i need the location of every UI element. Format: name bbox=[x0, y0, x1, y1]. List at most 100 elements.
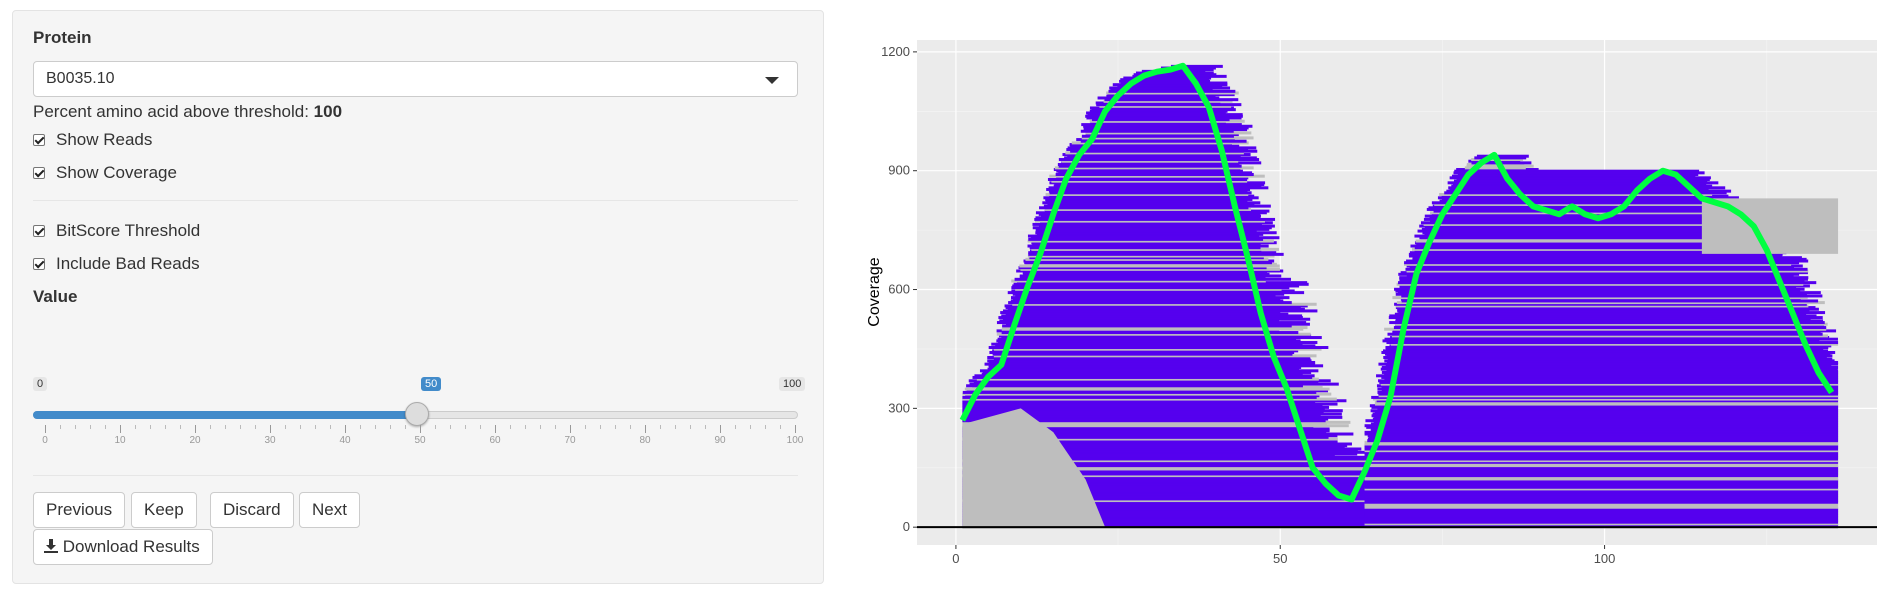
read-bar bbox=[988, 346, 1329, 350]
read-bar bbox=[993, 357, 1311, 361]
read-bar bbox=[1364, 450, 1839, 454]
checkbox-checked-icon[interactable] bbox=[33, 167, 45, 179]
checkbox-checked-icon[interactable] bbox=[33, 134, 45, 146]
read-bar bbox=[1364, 515, 1839, 519]
read-bar bbox=[1035, 229, 1257, 233]
read-bar bbox=[1008, 301, 1292, 305]
read-bar bbox=[1002, 317, 1311, 321]
read-bar bbox=[1412, 256, 1802, 260]
read-bar bbox=[962, 487, 1372, 491]
coverage-line bbox=[959, 62, 1835, 503]
slider-tick-label: 100 bbox=[786, 435, 804, 446]
read-bar bbox=[1001, 331, 1299, 335]
bad-read-bar bbox=[962, 392, 1332, 396]
read-bar bbox=[1394, 312, 1807, 316]
read-bar bbox=[1399, 286, 1797, 290]
slider-tick bbox=[690, 425, 691, 429]
read-bar bbox=[1001, 314, 1303, 318]
read-bar bbox=[1002, 309, 1318, 313]
read-bar bbox=[1449, 176, 1711, 180]
slider-tick-label: 30 bbox=[264, 435, 276, 446]
read-bar bbox=[1106, 94, 1216, 98]
read-bar bbox=[1389, 321, 1825, 325]
read-bar bbox=[1049, 194, 1255, 198]
read-bar bbox=[1364, 519, 1839, 523]
discard-button[interactable]: Discard bbox=[210, 492, 294, 528]
bad-read-bar bbox=[1106, 91, 1239, 95]
read-bar bbox=[998, 341, 1318, 345]
read-bar bbox=[962, 419, 1326, 423]
read-bar bbox=[1414, 246, 1784, 250]
read-bar bbox=[1064, 156, 1257, 160]
read-bar bbox=[962, 409, 1343, 413]
bad-read-bar bbox=[1019, 264, 1280, 268]
download-results-button[interactable]: Download Results bbox=[33, 529, 213, 565]
slider-tick bbox=[330, 425, 331, 429]
read-bar bbox=[1382, 339, 1820, 343]
y-tick-label: 900 bbox=[888, 163, 910, 178]
read-bar bbox=[1364, 497, 1839, 501]
bad-read-bar bbox=[1012, 302, 1317, 306]
bad-read-bar bbox=[962, 437, 1338, 441]
checkbox-checked-icon[interactable] bbox=[33, 258, 45, 270]
read-bar bbox=[962, 489, 1372, 493]
bad-reads-area bbox=[962, 408, 1106, 528]
read-bar bbox=[1381, 385, 1839, 389]
next-button[interactable]: Next bbox=[299, 492, 360, 528]
read-bar bbox=[1364, 514, 1839, 518]
slider-tick bbox=[420, 425, 421, 433]
protein-select[interactable]: B0035.10 bbox=[33, 61, 798, 97]
bad-read-bar bbox=[964, 387, 1330, 391]
read-bar bbox=[1057, 163, 1240, 167]
read-bar bbox=[1367, 437, 1839, 441]
read-bar bbox=[1023, 259, 1275, 263]
read-bar bbox=[1394, 287, 1805, 291]
read-bar bbox=[1374, 410, 1839, 414]
read-bar bbox=[1010, 299, 1284, 303]
read-bar bbox=[962, 435, 1329, 439]
read-bar bbox=[1377, 407, 1839, 411]
read-bar bbox=[962, 430, 1327, 434]
slider-tick bbox=[435, 425, 436, 429]
bad-read-bar bbox=[1364, 440, 1839, 444]
read-bar bbox=[965, 394, 1320, 398]
read-bar bbox=[999, 319, 1280, 323]
read-bar bbox=[1370, 427, 1839, 431]
read-bar bbox=[962, 400, 1316, 404]
read-bar bbox=[1390, 336, 1830, 340]
read-bar bbox=[1371, 414, 1839, 418]
checkbox-checked-icon[interactable] bbox=[33, 225, 45, 237]
slider-tick bbox=[720, 425, 721, 433]
keep-button[interactable]: Keep bbox=[131, 492, 197, 528]
read-bar bbox=[962, 517, 1372, 521]
bad-read-bar bbox=[972, 385, 1323, 389]
read-bar bbox=[1378, 392, 1839, 396]
slider-tick bbox=[210, 425, 211, 429]
read-bar bbox=[1076, 138, 1235, 142]
read-bar bbox=[962, 450, 1368, 454]
slider-handle[interactable] bbox=[405, 402, 429, 426]
read-bar bbox=[1414, 249, 1782, 253]
read-bar bbox=[1389, 344, 1832, 348]
slider-tick bbox=[45, 425, 46, 433]
bad-read-bar bbox=[1364, 487, 1839, 491]
read-bar bbox=[962, 510, 1372, 514]
protein-select-value: B0035.10 bbox=[46, 70, 115, 87]
read-bar bbox=[1377, 390, 1839, 394]
read-bar bbox=[987, 367, 1300, 371]
read-bar bbox=[962, 440, 1338, 444]
read-bar bbox=[1378, 379, 1839, 383]
previous-button[interactable]: Previous bbox=[33, 492, 126, 528]
slider-tick bbox=[525, 425, 526, 429]
slider-tick bbox=[735, 425, 736, 429]
download-results-label: Download Results bbox=[62, 537, 200, 556]
read-bar bbox=[1454, 169, 1700, 173]
x-tick-label: 100 bbox=[1594, 551, 1616, 566]
read-bar bbox=[1384, 352, 1831, 356]
read-bar bbox=[1408, 254, 1783, 258]
bad-read-bar bbox=[1011, 279, 1266, 283]
slider-tick bbox=[450, 425, 451, 429]
read-bar bbox=[1080, 139, 1247, 143]
read-bar bbox=[1406, 259, 1809, 263]
read-bar bbox=[984, 362, 1316, 366]
